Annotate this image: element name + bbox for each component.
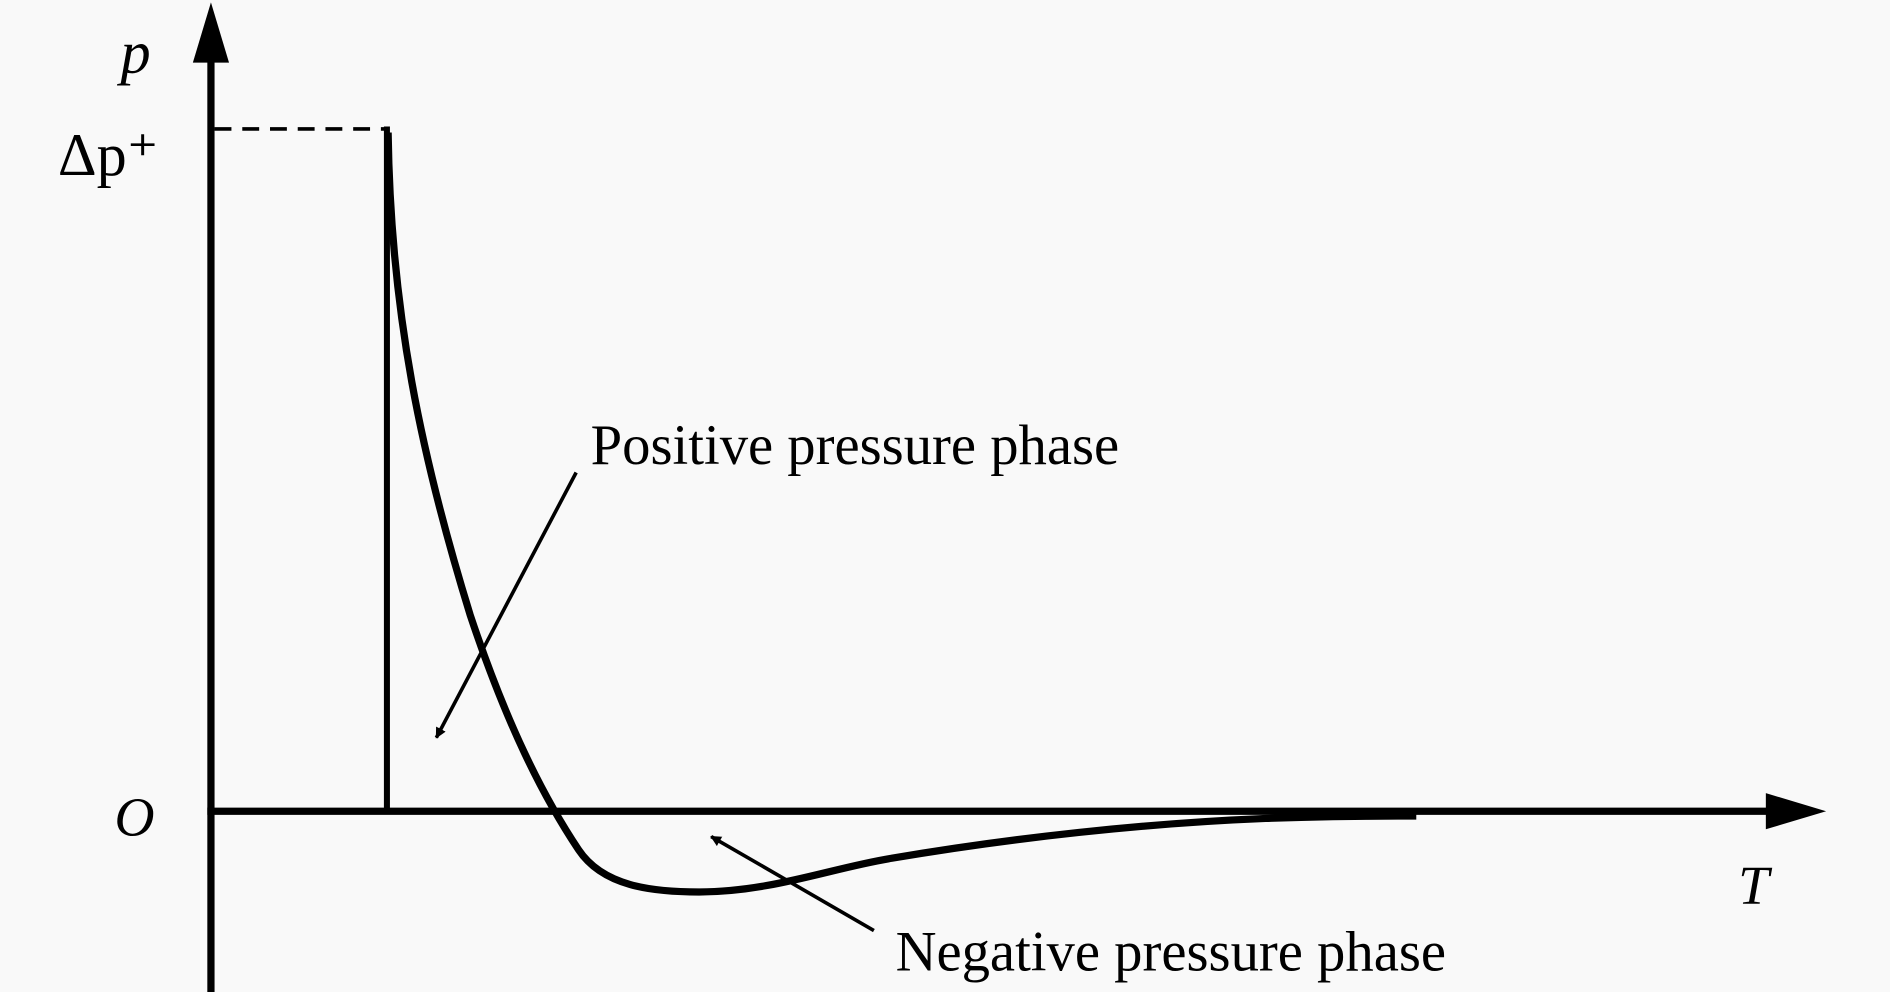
- x-axis-arrow: [1765, 793, 1827, 830]
- negative-phase-label: Negative pressure phase: [896, 921, 1446, 983]
- y-axis-label: p: [117, 19, 151, 86]
- y-axis-arrow: [192, 2, 230, 63]
- positive-phase-label: Positive pressure phase: [591, 415, 1120, 477]
- x-axis-label: T: [1738, 855, 1773, 916]
- negative-arrow: [710, 834, 875, 933]
- pressure-curve: [384, 132, 1417, 896]
- positive-arrow: [434, 471, 578, 739]
- origin-label: O: [115, 786, 155, 847]
- peak-label: Δp⁺: [58, 122, 159, 189]
